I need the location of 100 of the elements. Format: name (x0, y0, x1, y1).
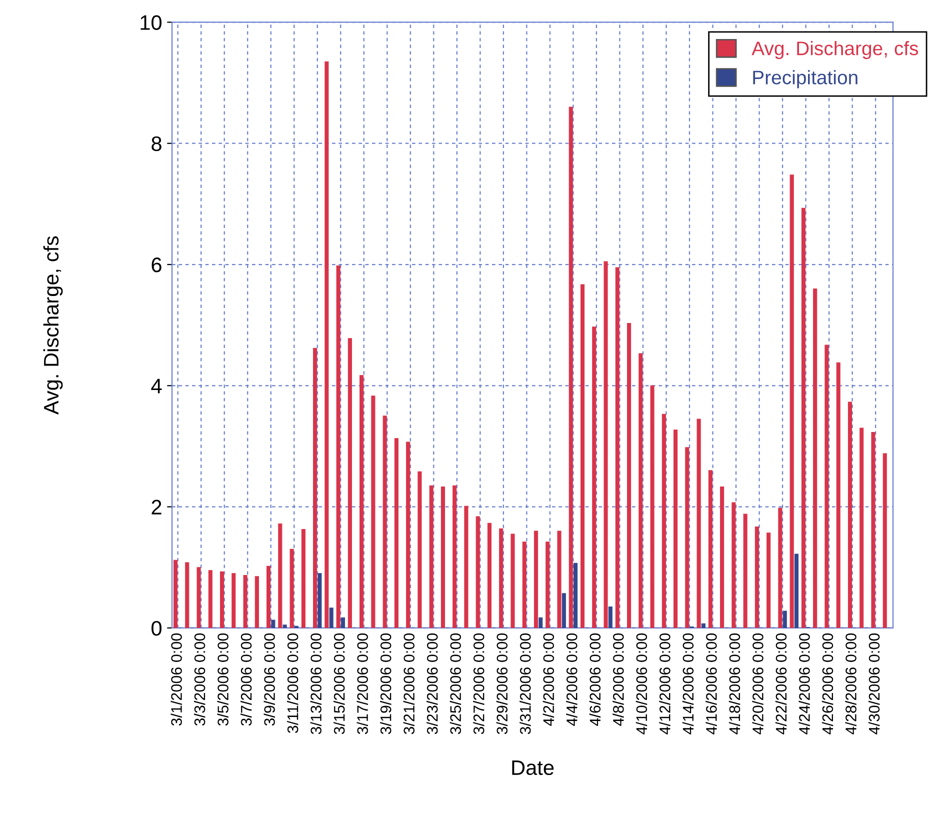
bar (836, 362, 840, 628)
x-tick-label: 3/5/2006 0:00 (217, 633, 228, 726)
bar (254, 576, 259, 628)
bar (271, 620, 276, 628)
bar (608, 606, 612, 628)
bar (464, 506, 468, 628)
bar (429, 485, 434, 628)
x-tick-label: 4/28/2006 0:00 (845, 633, 856, 734)
x-tick-label: 4/10/2006 0:00 (636, 633, 648, 734)
bar (794, 554, 799, 628)
bar (592, 326, 596, 628)
bar (743, 514, 748, 628)
bar (196, 567, 201, 628)
bar (440, 486, 445, 628)
legend-label: Avg. Discharge, cfs (752, 40, 918, 60)
bar (701, 623, 706, 628)
bar (394, 438, 398, 628)
y-tick-label: 8 (152, 136, 162, 152)
bar (562, 593, 566, 628)
y-tick-label: 2 (152, 500, 162, 514)
bar (860, 428, 864, 628)
x-tick-label: 3/25/2006 0:00 (450, 633, 462, 734)
bar (336, 265, 340, 628)
x-tick-label: 3/29/2006 0:00 (496, 633, 508, 734)
x-tick-label: 3/27/2006 0:00 (473, 633, 484, 734)
x-tick-label: 4/12/2006 0:00 (659, 633, 670, 734)
bar (627, 322, 632, 628)
x-tick-label: 4/16/2006 0:00 (706, 633, 717, 734)
bar (782, 610, 787, 628)
x-tick-label: 3/23/2006 0:00 (426, 633, 438, 734)
x-tick-label: 4/4/2006 0:00 (566, 633, 578, 726)
bar (790, 174, 794, 628)
bar (243, 574, 248, 628)
bar (371, 396, 376, 628)
bar (580, 284, 585, 628)
bar (418, 471, 422, 628)
bar (232, 573, 236, 628)
bar (538, 617, 543, 628)
bar (754, 526, 759, 628)
bar (340, 617, 345, 628)
bar (522, 542, 526, 628)
bar (696, 418, 701, 628)
bar (173, 560, 178, 628)
bar (406, 442, 410, 628)
bar (871, 432, 876, 628)
x-tick-label: 4/24/2006 0:00 (798, 633, 810, 734)
bar (208, 570, 212, 628)
bar (708, 470, 712, 628)
x-axis-title: Date (512, 760, 554, 776)
bar (813, 288, 818, 628)
bar (487, 522, 492, 628)
bar (720, 486, 724, 628)
bar (766, 532, 771, 628)
x-tick-label: 3/3/2006 0:00 (194, 633, 206, 726)
y-tick-label: 4 (151, 378, 162, 394)
x-tick-label: 3/9/2006 0:00 (264, 633, 275, 726)
bar (685, 447, 690, 628)
y-tick-label: 0 (152, 620, 162, 636)
x-tick-label: 3/15/2006 0:00 (334, 633, 345, 734)
bar (510, 534, 515, 628)
bar (650, 385, 654, 628)
bar (324, 61, 329, 628)
bar (476, 516, 480, 628)
bar (568, 106, 573, 628)
bar (313, 348, 318, 628)
x-tick-label: 4/22/2006 0:00 (775, 633, 787, 734)
y-tick-label: 6 (152, 258, 162, 272)
bar (662, 414, 666, 628)
bar (278, 523, 282, 628)
x-tick-label: 3/21/2006 0:00 (403, 633, 415, 734)
bar (574, 562, 578, 628)
bar (452, 485, 457, 628)
x-tick-label: 4/2/2006 0:00 (542, 633, 554, 726)
x-tick-label: 3/31/2006 0:00 (520, 633, 531, 734)
x-tick-label: 4/20/2006 0:00 (752, 633, 764, 734)
bar (848, 402, 852, 628)
bar (185, 562, 190, 628)
x-tick-label: 4/14/2006 0:00 (682, 633, 694, 734)
bar (290, 548, 294, 628)
y-tick-label: 10 (140, 15, 162, 30)
bar (615, 267, 620, 628)
bar (266, 566, 271, 628)
x-tick-label: 4/18/2006 0:00 (728, 633, 740, 734)
bar (360, 375, 364, 628)
legend-label: Precipitation (753, 70, 858, 88)
y-axis-title: Avg. Discharge, cfs (43, 236, 63, 415)
x-tick-label: 4/30/2006 0:00 (868, 633, 880, 734)
x-tick-label: 3/19/2006 0:00 (380, 633, 392, 734)
x-tick-label: 3/13/2006 0:00 (310, 633, 322, 734)
bar (318, 573, 322, 628)
x-tick-label: 3/7/2006 0:00 (240, 633, 252, 726)
bar (732, 502, 736, 628)
x-tick-label: 4/8/2006 0:00 (612, 633, 624, 726)
x-tick-label: 3/11/2006 0:00 (287, 633, 298, 734)
bar (638, 353, 643, 628)
x-tick-label: 4/6/2006 0:00 (589, 633, 601, 726)
bar (546, 542, 550, 628)
bar (499, 528, 504, 628)
bar (220, 571, 224, 628)
bar (604, 261, 608, 628)
